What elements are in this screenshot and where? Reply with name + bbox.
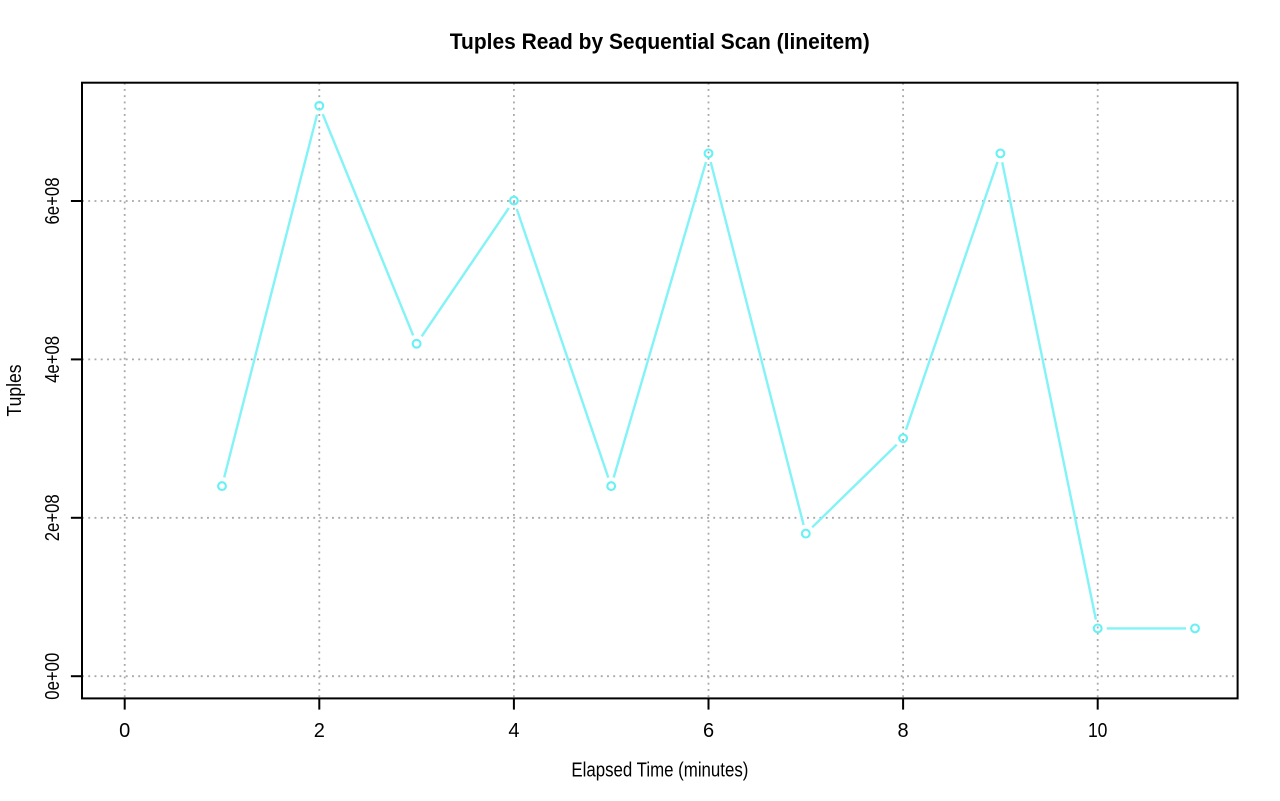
svg-text:0: 0	[119, 720, 130, 742]
svg-text:Tuples: Tuples	[4, 365, 26, 417]
svg-text:4e+08: 4e+08	[42, 336, 64, 383]
svg-text:Elapsed Time (minutes): Elapsed Time (minutes)	[571, 760, 748, 782]
svg-text:4: 4	[508, 720, 519, 742]
svg-text:6e+08: 6e+08	[42, 178, 64, 225]
svg-text:2e+08: 2e+08	[42, 494, 64, 541]
svg-text:0e+00: 0e+00	[42, 653, 64, 700]
svg-text:Tuples Read by Sequential Scan: Tuples Read by Sequential Scan (lineitem…	[450, 29, 870, 54]
svg-text:8: 8	[898, 720, 909, 742]
svg-text:10: 10	[1088, 720, 1108, 742]
svg-text:6: 6	[703, 720, 714, 742]
svg-text:2: 2	[314, 720, 325, 742]
